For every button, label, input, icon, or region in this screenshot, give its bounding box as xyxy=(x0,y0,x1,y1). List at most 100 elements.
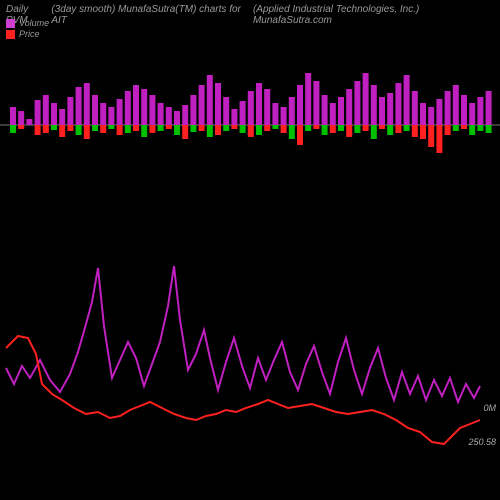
pvm-upper-bar xyxy=(133,85,139,125)
pvm-upper-bar xyxy=(240,101,246,125)
pvm-upper-bar xyxy=(420,103,426,125)
pvm-upper-bar xyxy=(338,97,344,125)
pvm-upper-bar xyxy=(158,103,164,125)
pvm-lower-bar xyxy=(108,125,114,129)
pvm-upper-bar xyxy=(363,73,369,125)
pvm-upper-bar xyxy=(264,89,270,125)
pvm-bar-chart xyxy=(0,40,500,160)
pvm-upper-bar xyxy=(272,103,278,125)
pvm-upper-bar xyxy=(354,81,360,125)
pvm-upper-bar xyxy=(199,85,205,125)
pvm-upper-bar xyxy=(149,95,155,125)
price-volume-line-chart xyxy=(0,230,500,490)
pvm-lower-bar xyxy=(182,125,188,139)
pvm-upper-bar xyxy=(51,103,57,125)
pvm-lower-bar xyxy=(166,125,172,129)
pvm-lower-bar xyxy=(379,125,385,129)
pvm-lower-bar xyxy=(174,125,180,135)
pvm-lower-bar xyxy=(215,125,221,135)
pvm-lower-bar xyxy=(330,125,336,133)
pvm-upper-bar xyxy=(125,91,131,125)
pvm-lower-bar xyxy=(305,125,311,131)
pvm-upper-bar xyxy=(305,73,311,125)
pvm-upper-bar xyxy=(289,97,295,125)
pvm-upper-bar xyxy=(297,85,303,125)
pvm-upper-bar xyxy=(313,81,319,125)
pvm-upper-bar xyxy=(477,97,483,125)
pvm-lower-bar xyxy=(240,125,246,133)
pvm-upper-bar xyxy=(174,111,180,125)
pvm-upper-bar xyxy=(10,107,16,125)
pvm-upper-bar xyxy=(461,95,467,125)
pvm-upper-bar xyxy=(453,85,459,125)
pvm-lower-bar xyxy=(10,125,16,133)
pvm-upper-bar xyxy=(100,103,106,125)
pvm-upper-bar xyxy=(412,91,418,125)
pvm-upper-bar xyxy=(141,89,147,125)
pvm-upper-bar xyxy=(281,107,287,125)
pvm-upper-bar xyxy=(43,95,49,125)
pvm-lower-bar xyxy=(199,125,205,131)
pvm-upper-bar xyxy=(395,83,401,125)
pvm-lower-bar xyxy=(51,125,57,130)
pvm-upper-bar xyxy=(223,97,229,125)
pvm-upper-bar xyxy=(322,95,328,125)
pvm-lower-bar xyxy=(231,125,237,129)
pvm-lower-bar xyxy=(477,125,483,131)
pvm-upper-bar xyxy=(207,75,213,125)
pvm-upper-bar xyxy=(248,91,254,125)
pvm-lower-bar xyxy=(223,125,229,131)
volume-line xyxy=(6,266,480,402)
pvm-upper-bar xyxy=(35,100,41,125)
pvm-upper-bar xyxy=(387,93,393,125)
legend: Volume Price xyxy=(6,18,49,40)
pvm-lower-bar xyxy=(412,125,418,137)
pvm-upper-bar xyxy=(92,95,98,125)
pvm-upper-bar xyxy=(469,103,475,125)
pvm-upper-bar xyxy=(18,111,24,125)
pvm-lower-bar xyxy=(84,125,90,139)
pvm-lower-bar xyxy=(117,125,123,135)
pvm-lower-bar xyxy=(100,125,106,133)
pvm-lower-bar xyxy=(322,125,328,135)
pvm-lower-bar xyxy=(248,125,254,137)
pvm-lower-bar xyxy=(133,125,139,131)
pvm-upper-bar xyxy=(231,109,237,125)
pvm-lower-bar xyxy=(346,125,352,137)
pvm-upper-bar xyxy=(445,91,451,125)
legend-volume: Volume xyxy=(6,18,49,28)
pvm-upper-bar xyxy=(404,75,410,125)
pvm-lower-bar xyxy=(371,125,377,139)
pvm-lower-bar xyxy=(486,125,492,133)
pvm-lower-bar xyxy=(445,125,451,135)
pvm-lower-bar xyxy=(207,125,213,137)
pvm-lower-bar xyxy=(59,125,65,137)
pvm-lower-bar xyxy=(297,125,303,145)
pvm-lower-bar xyxy=(313,125,319,129)
pvm-lower-bar xyxy=(395,125,401,133)
pvm-lower-bar xyxy=(387,125,393,135)
pvm-lower-bar xyxy=(272,125,278,129)
pvm-lower-bar xyxy=(190,125,196,132)
pvm-lower-bar xyxy=(92,125,98,131)
pvm-upper-bar xyxy=(67,97,73,125)
pvm-lower-bar xyxy=(158,125,164,131)
pvm-upper-bar xyxy=(76,87,82,125)
pvm-lower-bar xyxy=(264,125,270,131)
pvm-lower-bar xyxy=(76,125,82,135)
pvm-lower-bar xyxy=(469,125,475,135)
pvm-upper-bar xyxy=(59,109,65,125)
price-swatch xyxy=(6,30,15,39)
pvm-lower-bar xyxy=(354,125,360,133)
pvm-upper-bar xyxy=(428,107,434,125)
pvm-lower-bar xyxy=(149,125,155,133)
pvm-lower-bar xyxy=(428,125,434,147)
pvm-lower-bar xyxy=(18,125,24,129)
pvm-upper-bar xyxy=(379,97,385,125)
axis-label-0m: 0M xyxy=(483,403,496,413)
pvm-upper-bar xyxy=(486,91,492,125)
pvm-upper-bar xyxy=(330,103,336,125)
volume-swatch xyxy=(6,19,15,28)
header-mid-left: (3day smooth) MunafaSutra(TM) charts for… xyxy=(51,4,253,26)
pvm-upper-bar xyxy=(26,119,32,125)
